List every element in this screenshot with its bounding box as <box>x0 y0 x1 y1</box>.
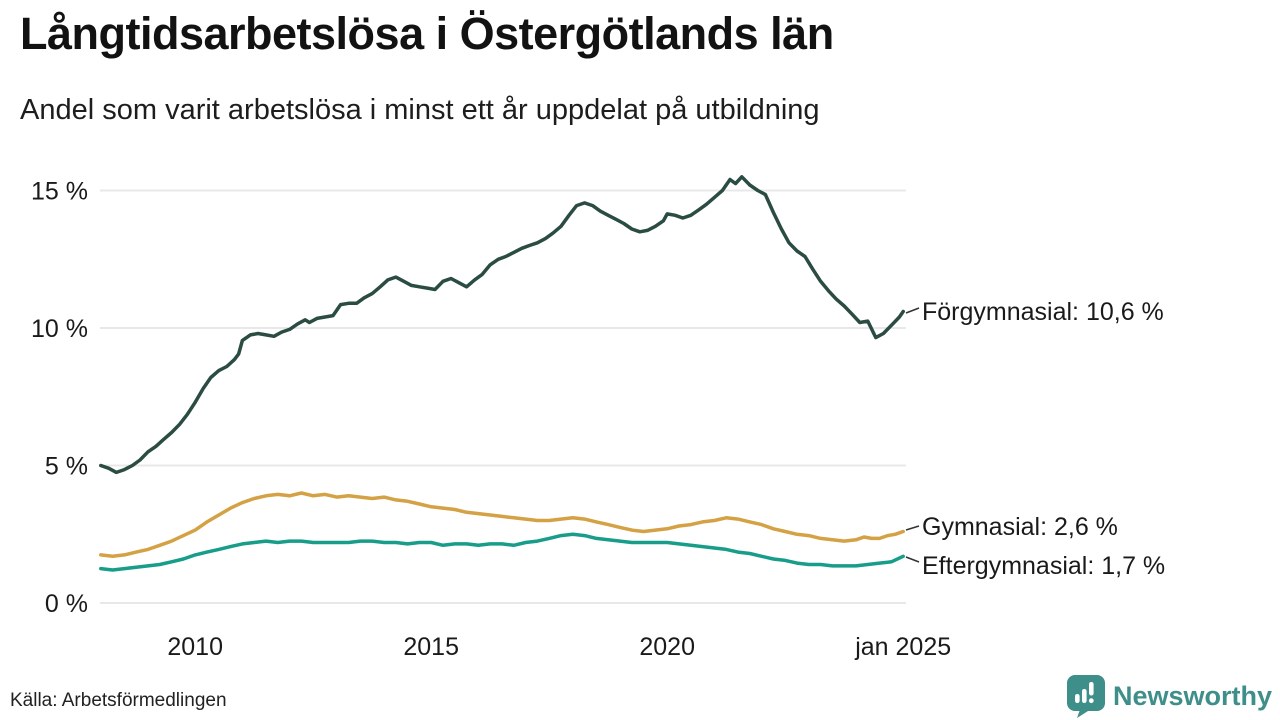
brand-name: Newsworthy <box>1112 680 1272 711</box>
series-end-label-gymnasial: Gymnasial: 2,6 % <box>922 513 1118 541</box>
bar-icon-short <box>1074 694 1080 703</box>
label-connector-gymnasial <box>905 525 920 531</box>
exclamation-icon-bar <box>1088 682 1094 696</box>
x-tick-label: 2010 <box>167 633 223 661</box>
series-line-eftergymnasial <box>99 532 905 572</box>
y-tick-label: 5 % <box>45 453 88 481</box>
label-connector-forgymnasial <box>905 307 920 314</box>
x-tick-label: 2015 <box>403 633 459 661</box>
newsworthy-logo: Newsworthy <box>1066 674 1272 718</box>
x-tick-label: 2020 <box>639 633 695 661</box>
y-tick-label: 15 % <box>31 178 88 206</box>
x-tick-label: jan 2025 <box>854 633 951 661</box>
series-end-label-forgymnasial: Förgymnasial: 10,6 % <box>922 298 1164 326</box>
exclamation-icon-dot <box>1088 698 1094 704</box>
source-note: Källa: Arbetsförmedlingen <box>10 690 227 711</box>
y-tick-label: 10 % <box>31 315 88 343</box>
bar-icon-medium <box>1081 689 1087 703</box>
newsworthy-logo-icon <box>1066 675 1105 718</box>
series-line-gymnasial <box>99 491 905 559</box>
label-connector-eftergymnasial <box>905 556 920 563</box>
y-tick-label: 0 % <box>45 590 88 618</box>
page-title: Långtidsarbetslösa i Östergötlands län <box>20 8 834 59</box>
series-line-forgymnasial <box>99 175 905 475</box>
page-subtitle: Andel som varit arbetslösa i minst ett å… <box>20 94 820 126</box>
series-end-label-eftergymnasial: Eftergymnasial: 1,7 % <box>922 552 1165 580</box>
